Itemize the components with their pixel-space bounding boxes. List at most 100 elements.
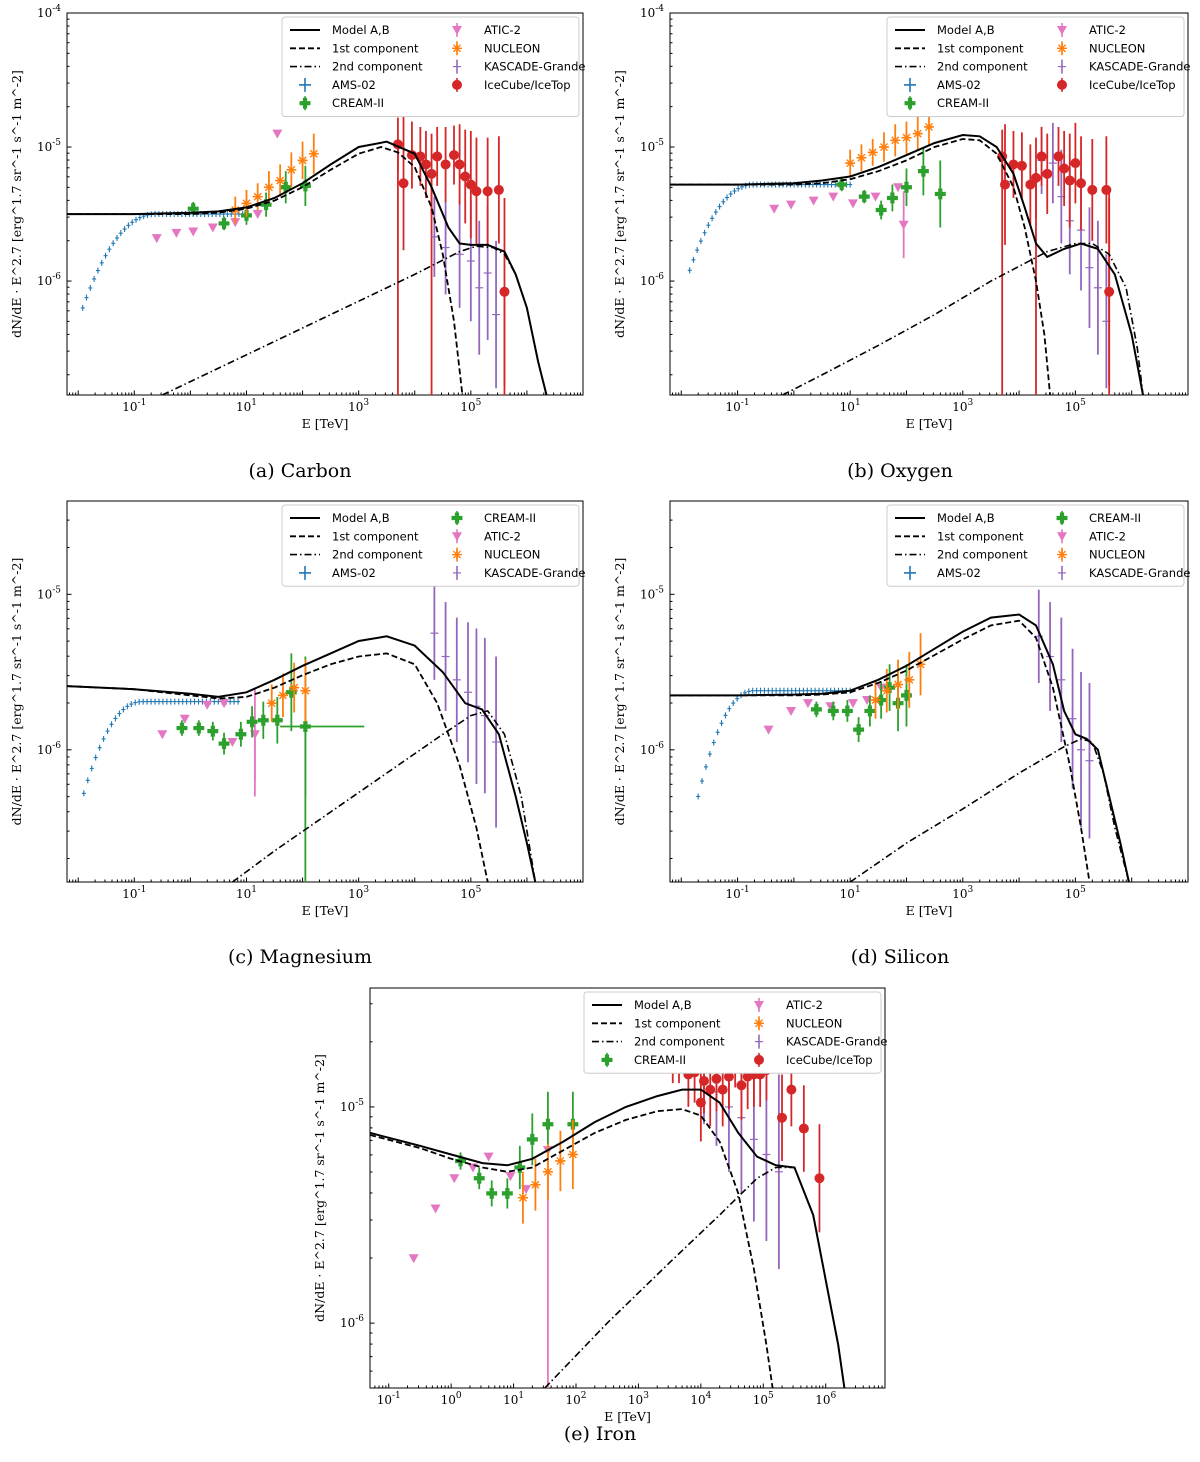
nucleon-point [901, 132, 912, 143]
nucleon-point [286, 164, 297, 175]
cream-point [501, 1187, 513, 1199]
legend-item-model: Model A,B [290, 511, 390, 525]
nucleon-point [530, 1179, 541, 1190]
legend-label: NUCLEON [484, 41, 540, 55]
nucleon-point [845, 158, 856, 169]
model-line [67, 635, 537, 882]
legend-item-atic: ATIC-2 [1057, 529, 1126, 544]
x-tick-label: 101 [236, 398, 257, 414]
y-tick-label: 10-4 [37, 4, 61, 20]
y-tick-label: 10-5 [37, 138, 61, 154]
icecube-point [440, 159, 451, 170]
cream-point [858, 191, 870, 203]
icecube-point [723, 1071, 734, 1082]
ams-point [88, 284, 93, 291]
ams-point [778, 687, 783, 694]
chart-svg-carbon: 10-1 101 103 105 10-6 10-5 10-4 E [TeV] dN/dE · … [9, 4, 585, 431]
nucleon-point [517, 1192, 528, 1203]
ams-point [725, 194, 730, 201]
ams-point [814, 181, 819, 188]
comp2-line [544, 1166, 846, 1388]
icecube-point [1036, 151, 1047, 162]
icecube-point [1076, 178, 1087, 189]
nucleon-point [893, 679, 904, 690]
ams-point [829, 181, 834, 188]
legend-item-kascade: KASCADE-Grande [755, 1035, 887, 1049]
caption-silicon: (d) Silicon [850, 946, 950, 968]
legend-swatch [1057, 43, 1067, 54]
ams-point [95, 267, 100, 274]
icecube-point [426, 168, 437, 179]
cream-point [218, 738, 230, 750]
ams-point [125, 703, 130, 710]
icecube-point [814, 1173, 825, 1184]
legend-label: 2nd component [332, 548, 423, 562]
ams-point [735, 695, 740, 702]
icecube-point [1104, 286, 1115, 297]
legend-label: IceCube/IceTop [786, 1053, 873, 1067]
ams-point [134, 216, 139, 223]
icecube-point [786, 1084, 797, 1095]
ams-point [118, 230, 123, 237]
x-axis-label: E [TeV] [906, 903, 953, 918]
legend: Model A,B 1st component 2nd component AMS-0… [281, 504, 585, 587]
nucleon-point [263, 182, 274, 193]
ams-point [111, 240, 116, 247]
legend-label: ATIC-2 [484, 23, 521, 37]
chart-panel-silicon: 10-1 101 103 105 10-6 10-5 E [TeV] dN/dE · E^2.… [600, 490, 1200, 980]
ams-point [188, 698, 193, 705]
legend-item-cream: CREAM-II [451, 511, 536, 525]
legend-label: 1st component [937, 529, 1024, 543]
ams-point [160, 698, 165, 705]
legend-label: CREAM-II [1089, 511, 1141, 525]
chart-panel-oxygen: 10-1 101 103 105 10-6 10-5 10-4 E [TeV] dN/dE · … [600, 0, 1200, 490]
cream-point [280, 181, 292, 193]
cream-point [473, 1172, 485, 1184]
icecube-point [1025, 179, 1036, 190]
legend-item-ams: AMS-02 [299, 565, 376, 580]
nucleon-point [912, 128, 923, 139]
atic-point [769, 204, 780, 214]
legend-item-comp2: 2nd component [290, 60, 423, 74]
cream-point [901, 689, 912, 701]
ams-point [107, 246, 112, 253]
model-line [370, 1088, 846, 1388]
x-tick-label: 105 [1065, 398, 1086, 414]
legend-swatch [754, 1054, 764, 1065]
legend-box [583, 991, 882, 1074]
icecube-point [711, 1073, 722, 1084]
ams-point [228, 698, 233, 705]
legend-label: Model A,B [634, 998, 692, 1012]
legend-label: KASCADE-Grande [786, 1035, 887, 1049]
legend-swatch [904, 97, 916, 109]
y-tick-label: 10-5 [640, 585, 664, 601]
plot-frame [669, 500, 1189, 883]
atic-point [505, 1172, 516, 1182]
icecube-point [420, 159, 431, 170]
ams-point [793, 687, 798, 694]
comp2-line [782, 242, 1144, 395]
y-axis-label: dN/dE · E^2.7 [erg^1.7 sr^-1 s^-1 m^-2] [9, 558, 24, 826]
legend-box [886, 16, 1185, 117]
legend-label: Model A,B [332, 23, 390, 37]
ams-point [770, 687, 775, 694]
ams-point [691, 256, 696, 263]
cream-point [917, 165, 929, 177]
cream-point [271, 714, 283, 726]
legend-label: AMS-02 [332, 566, 376, 580]
cream-point [207, 725, 219, 737]
ams-point [703, 763, 708, 770]
legend-item-comp1: 1st component [592, 1016, 721, 1030]
ams-point [129, 701, 134, 708]
cream-point [875, 694, 887, 706]
ams-point [126, 222, 131, 229]
cream-point [193, 722, 205, 734]
y-tick-label: 10-5 [640, 138, 664, 154]
chart-svg-oxygen: 10-1 101 103 105 10-6 10-5 10-4 E [TeV] dN/dE · … [612, 4, 1190, 431]
x-axis-label: E [TeV] [302, 903, 349, 918]
legend-item-nucleon: NUCLEON [452, 548, 540, 562]
legend-item-ams: AMS-02 [299, 77, 376, 92]
legend-label: KASCADE-Grande [484, 60, 585, 74]
cream-point [901, 181, 912, 193]
legend-item-comp2: 2nd component [592, 1035, 725, 1049]
